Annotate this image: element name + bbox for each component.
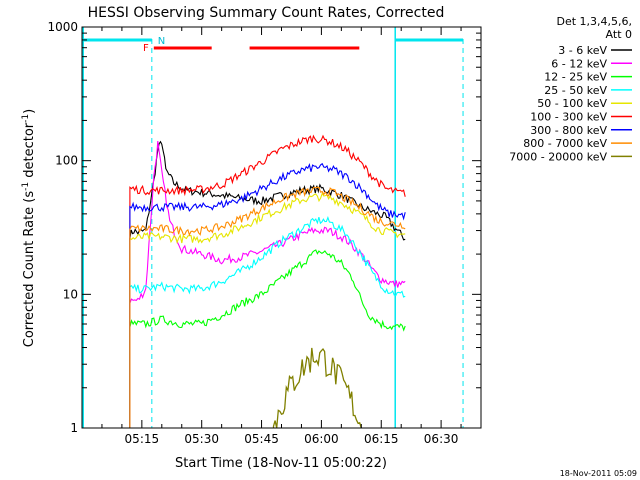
y-tick-label: 1000 (47, 20, 78, 34)
y-tick-label: 10 (63, 287, 78, 301)
legend-label-5: 100 - 300 keV (530, 111, 607, 124)
series-line-4 (129, 192, 406, 428)
x-tick-label: 06:15 (364, 432, 399, 446)
legend-label-4: 50 - 100 keV (537, 97, 607, 110)
x-axis-label: Start Time (18-Nov-11 05:00:22) (175, 456, 387, 471)
legend-label-6: 300 - 800 keV (530, 124, 607, 137)
x-tick-label: 05:45 (244, 432, 279, 446)
series-line-3 (129, 215, 406, 428)
x-axis: 05:15 05:30 05:45 06:00 06:15 06:30 (101, 27, 482, 446)
y-axis-label: Corrected Count Rate (s-1 detector-1) (21, 109, 37, 347)
y-axis: 1 10 100 1000 (47, 20, 481, 435)
chart-title: HESSI Observing Summary Count Rates, Cor… (88, 5, 445, 21)
legend-label-3: 25 - 50 keV (544, 84, 607, 97)
series-line-5 (129, 134, 406, 428)
x-tick-label: 06:30 (424, 432, 459, 446)
y-axis-label-end: ) (22, 109, 37, 114)
series-line-6 (129, 162, 406, 428)
plot-timestamp: 18-Nov-2011 05:09 (560, 469, 637, 478)
series-line-7 (129, 186, 406, 428)
flag-n-label: N (158, 36, 165, 47)
legend-label-2: 12 - 25 keV (544, 71, 607, 84)
legend-label-8: 7000 - 20000 keV (509, 150, 607, 163)
y-axis-label-main: Corrected Count Rate (s (22, 191, 37, 348)
legend-label-0: 3 - 6 keV (558, 44, 607, 57)
series-line-8 (272, 347, 362, 429)
x-tick-label: 05:30 (184, 432, 219, 446)
x-tick-label: 05:15 (125, 432, 160, 446)
y-axis-label-sup2: -1 (21, 114, 31, 123)
legend-label-1: 6 - 12 keV (551, 57, 607, 70)
y-axis-label-sup1: -1 (21, 182, 31, 191)
plot-area: FN (82, 27, 464, 429)
legend-label-7: 800 - 7000 keV (523, 137, 607, 150)
flag-f-label: F (143, 43, 149, 54)
series-line-2 (129, 249, 406, 428)
x-tick-label: 06:00 (304, 432, 339, 446)
legend-title-2: Att 0 (606, 28, 632, 41)
y-tick-label: 100 (55, 154, 78, 168)
y-axis-label-mid: detector (22, 122, 37, 182)
y-tick-label: 1 (70, 421, 78, 435)
legend-title-1: Det 1,3,4,5,6, (556, 15, 632, 28)
